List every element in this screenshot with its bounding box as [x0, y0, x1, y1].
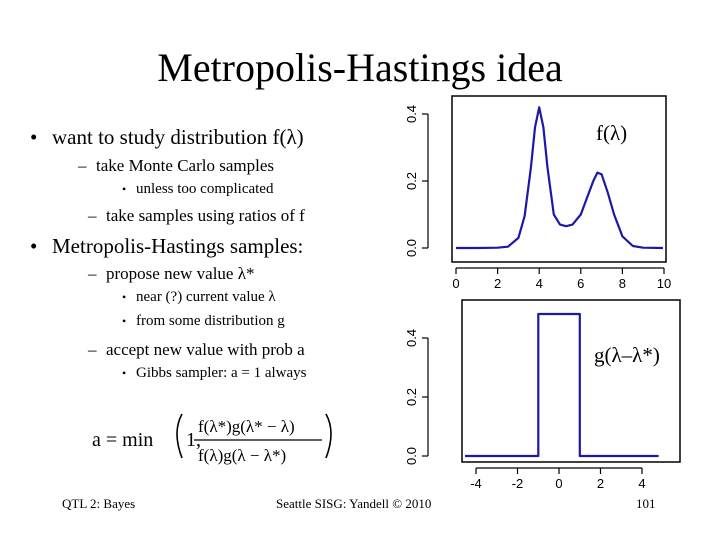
- bullet-dot: •: [122, 290, 127, 304]
- bullet-monte-carlo: – take Monte Carlo samples: [78, 156, 274, 176]
- bullet-dot: •: [122, 366, 127, 380]
- x-tick-label: 0: [452, 276, 459, 291]
- x-tick-label: 4: [638, 476, 645, 491]
- bullet-dot: •: [122, 314, 127, 328]
- formula-numerator: f(λ*)g(λ* − λ): [198, 417, 295, 436]
- bullet-text: take Monte Carlo samples: [96, 156, 274, 175]
- x-tick-label: 2: [494, 276, 501, 291]
- bullet-propose: – propose new value λ*: [88, 264, 254, 284]
- plot-frame: [451, 95, 667, 263]
- bullet-text: from some distribution g: [136, 313, 285, 329]
- formula-one: 1,: [186, 429, 201, 451]
- chart-f-lambda: 0 2 4 6 8 10 0.0 0.2 0.4 f(λ): [404, 95, 671, 291]
- x-tick-label: 6: [577, 276, 584, 291]
- footer-left: QTL 2: Bayes: [62, 496, 136, 511]
- chart-g-proposal: -4 -2 0 2 4 0.0 0.2 0.4 g(λ–λ*): [404, 299, 681, 491]
- footer-right: 101: [636, 496, 656, 511]
- bullet-near-current: • near (?) current value λ: [122, 289, 276, 306]
- y-tick-label: 0.4: [404, 329, 419, 347]
- bullet-ratios: – take samples using ratios of f: [88, 206, 305, 226]
- plot-label: g(λ–λ*): [594, 343, 660, 367]
- bullet-accept: – accept new value with prob a: [88, 340, 305, 360]
- bullet-text: Gibbs sampler: a = 1 always: [136, 365, 307, 381]
- formula-denominator: f(λ)g(λ − λ*): [198, 446, 286, 465]
- bullet-dash: –: [88, 264, 97, 283]
- bullet-text: take samples using ratios of f: [106, 206, 305, 225]
- bullet-dash: –: [88, 340, 97, 359]
- bullet-dot: •: [122, 182, 127, 196]
- x-tick-label: 4: [536, 276, 543, 291]
- y-tick-label: 0.0: [404, 239, 419, 257]
- bullet-some-distribution: • from some distribution g: [122, 313, 285, 330]
- y-tick-label: 0.4: [404, 105, 419, 123]
- formula-right-paren: [325, 413, 332, 459]
- x-tick-label: 10: [657, 276, 671, 291]
- bullet-dash: –: [88, 206, 97, 225]
- formula-left-paren: [176, 413, 183, 459]
- x-tick-label: 0: [555, 476, 562, 491]
- formula-lhs: a = min: [92, 429, 153, 451]
- footer-center: Seattle SISG: Yandell © 2010: [276, 496, 432, 511]
- bullet-dot: •: [30, 125, 38, 149]
- bullet-text: near (?) current value λ: [136, 289, 276, 305]
- x-tick-label: 2: [597, 476, 604, 491]
- series-line: [456, 106, 664, 250]
- y-tick-label: 0.2: [404, 388, 419, 406]
- bullet-text: want to study distribution f(λ): [52, 125, 304, 149]
- y-tick-label: 0.2: [404, 172, 419, 190]
- bullet-text: accept new value with prob a: [106, 340, 305, 359]
- bullet-mh-samples: • Metropolis-Hastings samples:: [30, 234, 303, 259]
- bullet-text: propose new value λ*: [106, 264, 255, 283]
- bullet-text: unless too complicated: [136, 181, 274, 197]
- series-line: [465, 312, 659, 458]
- plot-label: f(λ): [596, 121, 627, 145]
- bullet-dash: –: [78, 156, 87, 175]
- x-tick-label: 8: [619, 276, 626, 291]
- bullet-gibbs: • Gibbs sampler: a = 1 always: [122, 365, 307, 382]
- plot-frame: [461, 299, 681, 463]
- x-tick-label: -4: [470, 476, 482, 491]
- y-tick-label: 0.0: [404, 447, 419, 465]
- slide-title: Metropolis-Hastings idea: [157, 45, 563, 90]
- bullet-text: Metropolis-Hastings samples:: [52, 234, 304, 258]
- x-tick-label: -2: [512, 476, 524, 491]
- bullet-too-complicated: • unless too complicated: [122, 181, 273, 198]
- bullet-dot: •: [30, 234, 38, 258]
- bullet-study-distribution: • want to study distribution f(λ): [30, 125, 304, 150]
